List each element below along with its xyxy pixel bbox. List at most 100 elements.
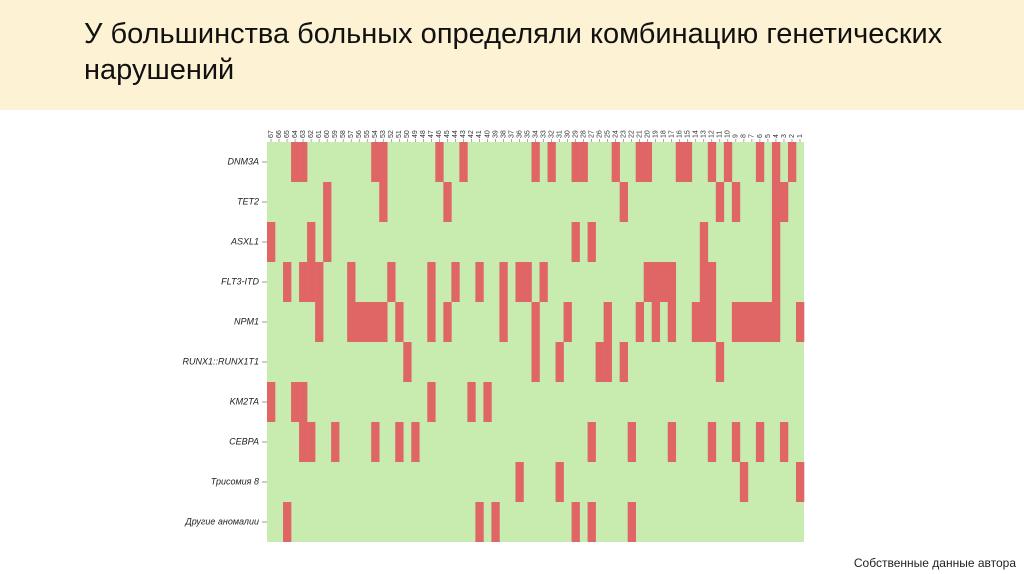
column-label: 67 [268, 130, 275, 138]
heatmap-cell-present [795, 462, 805, 502]
heatmap-cell-present [603, 302, 612, 342]
column-label: 30 [564, 130, 571, 138]
column-label: 15 [685, 130, 692, 138]
column-label: 31 [556, 130, 563, 138]
column-label: 12 [709, 130, 716, 138]
heatmap-cell-present [371, 142, 380, 182]
heatmap-cell-present [643, 262, 653, 302]
heatmap-cell-present [435, 142, 444, 182]
row-label: KM2TA [230, 396, 259, 406]
heatmap-cell-present [299, 262, 308, 302]
row-label: TET2 [237, 196, 259, 206]
column-label: 6 [757, 134, 764, 138]
heatmap-cell-present [691, 302, 701, 342]
heatmap-cell-present [771, 302, 781, 342]
heatmap-cell-present [355, 302, 364, 342]
heatmap-cell-present [467, 382, 476, 422]
column-label: 21 [637, 130, 644, 138]
heatmap-cell-present [779, 422, 789, 462]
column-label: 35 [524, 130, 531, 138]
column-label: 46 [436, 130, 443, 138]
column-label: 50 [404, 130, 411, 138]
column-label: 27 [588, 130, 595, 138]
column-label: 60 [324, 130, 331, 138]
column-label: 59 [332, 130, 339, 138]
column-label: 45 [444, 130, 451, 138]
heatmap-cell-present [555, 462, 564, 502]
heatmap-cell-present [547, 142, 556, 182]
column-label: 42 [468, 130, 475, 138]
heatmap-cell-present [299, 422, 308, 462]
heatmap-cell-present [563, 302, 572, 342]
column-label: 37 [508, 130, 515, 138]
column-label: 48 [420, 130, 427, 138]
heatmap-cell-present [307, 422, 316, 462]
column-label: 52 [388, 130, 395, 138]
heatmap-cell-present [715, 182, 725, 222]
heatmap-cell-present [755, 302, 765, 342]
heatmap-cell-present [683, 142, 693, 182]
column-label: 23 [621, 130, 628, 138]
heatmap-cell-present [379, 302, 388, 342]
heatmap-cell-present [739, 302, 749, 342]
column-label: 57 [348, 130, 355, 138]
heatmap-cell-present [587, 422, 596, 462]
column-label: 32 [548, 130, 555, 138]
column-label: 18 [661, 130, 668, 138]
heatmap-cell-present [379, 142, 388, 182]
column-label: 55 [364, 130, 371, 138]
column-label: 13 [701, 130, 708, 138]
heatmap-cell-present [771, 262, 781, 302]
heatmap-cell-present [531, 302, 540, 342]
heatmap-cell-present [635, 142, 645, 182]
column-label: 22 [629, 130, 636, 138]
heatmap-cell-present [787, 142, 797, 182]
heatmap-cell-present [763, 302, 773, 342]
heatmap-cells [267, 142, 805, 542]
heatmap-cell-present [619, 342, 628, 382]
heatmap-chart: 67 66 65 64 63 62 61 60 59 58 57 56 55 54 53 52 51 50 49 48… [0, 110, 1024, 550]
row-label: CEBPA [229, 436, 259, 446]
heatmap-cell-present [611, 142, 620, 182]
column-label: 38 [500, 130, 507, 138]
heatmap-cell-present [323, 222, 332, 262]
slide-title: У большинства больных определяли комбина… [84, 18, 943, 86]
heatmap-cell-present [459, 142, 468, 182]
heatmap-cell-present [371, 422, 380, 462]
heatmap-cell-present [531, 142, 540, 182]
column-label: 26 [596, 130, 603, 138]
heatmap-cell-present [619, 182, 628, 222]
heatmap-cell-present [707, 422, 717, 462]
column-label: 58 [340, 130, 347, 138]
heatmap-cell-present [499, 262, 508, 302]
heatmap-cell-present [539, 262, 548, 302]
heatmap-cell-present [323, 182, 332, 222]
column-label: 51 [396, 130, 403, 138]
heatmap-cell-present [307, 262, 316, 302]
heatmap-cell-present [331, 422, 340, 462]
heatmap-cell-present [483, 382, 492, 422]
column-label: 61 [316, 130, 323, 138]
column-label: 64 [292, 130, 299, 138]
column-label: 4 [773, 134, 780, 138]
column-label: 43 [460, 130, 467, 138]
heatmap-cell-present [675, 142, 685, 182]
heatmap-cell-present [747, 302, 757, 342]
column-label: 41 [476, 130, 483, 138]
column-label: 3 [781, 134, 788, 138]
row-label: ASXL1 [230, 236, 259, 246]
heatmap-cell-present [387, 262, 396, 302]
column-label: 65 [284, 130, 291, 138]
heatmap-cell-present [571, 222, 580, 262]
column-label: 2 [789, 134, 796, 138]
heatmap-cell-present [667, 422, 677, 462]
heatmap-cell-present [411, 422, 420, 462]
column-label: 28 [580, 130, 587, 138]
heatmap-cell-present [587, 222, 596, 262]
column-label: 25 [604, 130, 611, 138]
heatmap-cell-present [403, 342, 412, 382]
column-label: 34 [532, 130, 539, 138]
heatmap-cell-present [395, 302, 404, 342]
heatmap-cell-present [659, 262, 669, 302]
column-label: 19 [653, 130, 660, 138]
